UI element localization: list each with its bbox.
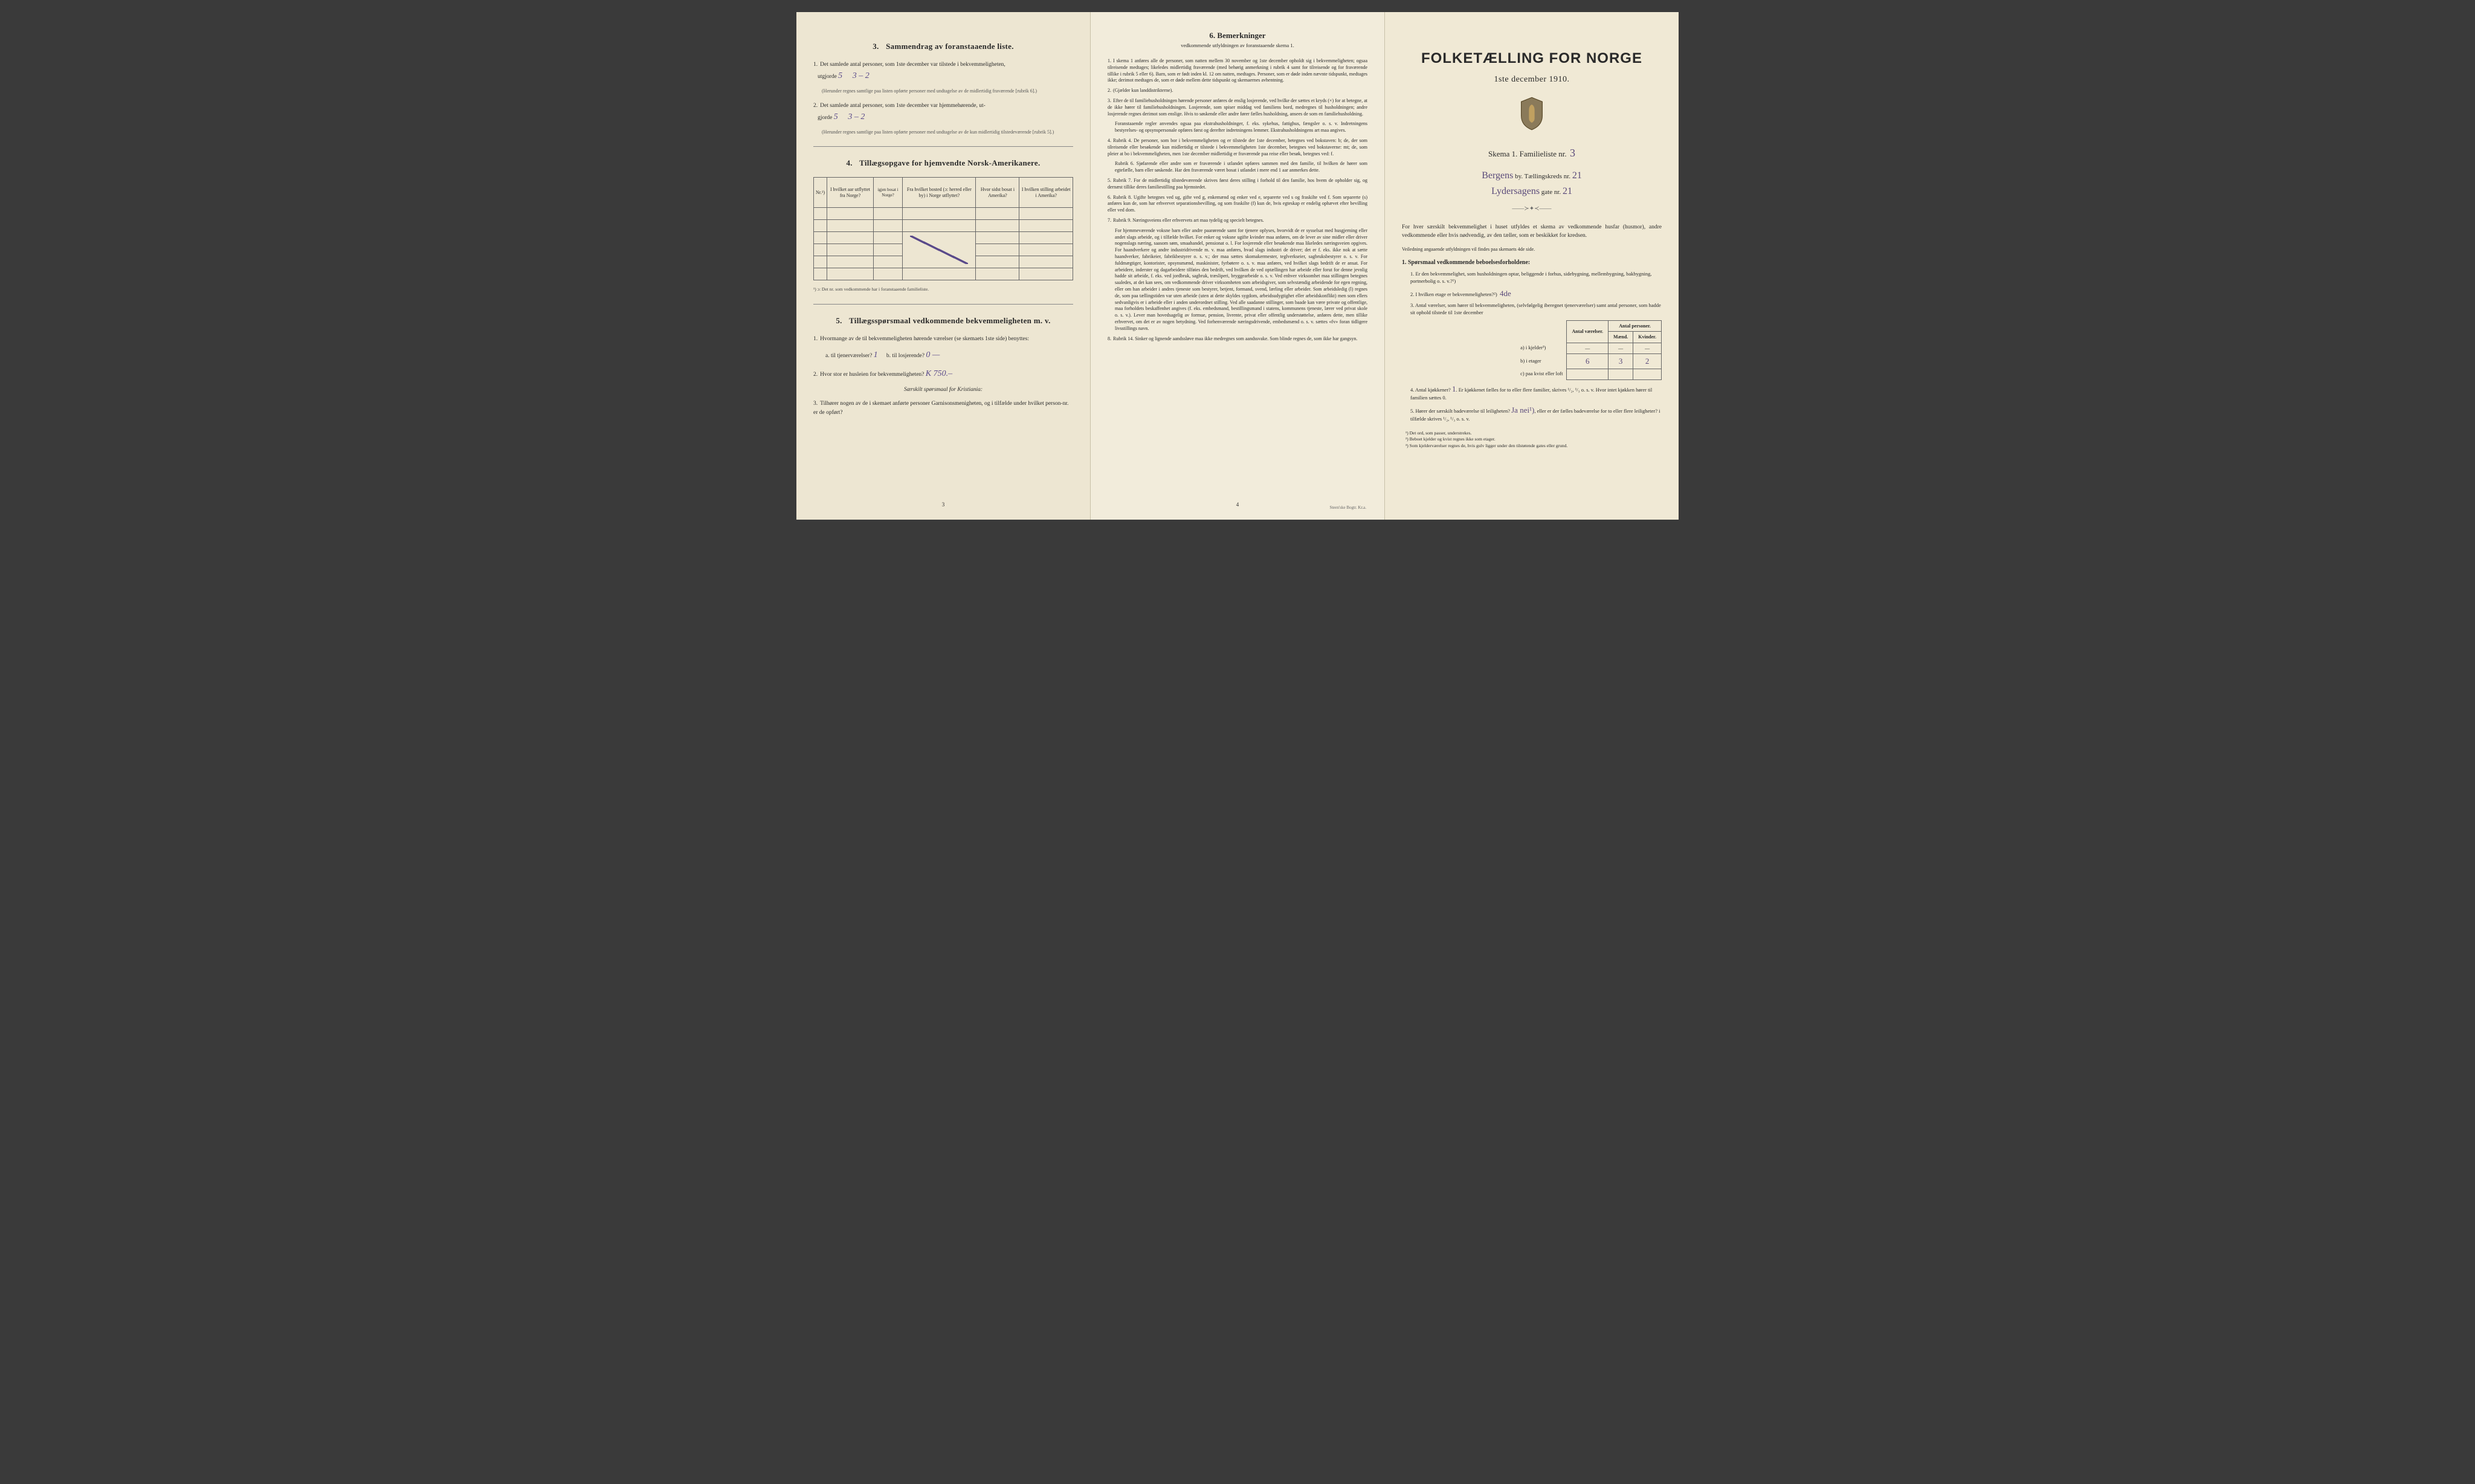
section-3-num: 3.: [873, 42, 879, 51]
printer-mark: Steen'ske Bogtr. Kr.a.: [1329, 505, 1366, 511]
section-6-title: 6. Bemerkninger: [1108, 30, 1367, 41]
familieliste-nr: 3: [1570, 147, 1575, 159]
rooms-val: 6: [1586, 356, 1590, 366]
s3-item1: 1.Det samlede antal personer, som 1ste d…: [813, 60, 1073, 83]
p3-q1-4: 4. Antal kjøkkener? 1. Er kjøkkenet fæll…: [1410, 384, 1662, 402]
s3-note1: (Herunder regnes samtlige paa listen opf…: [822, 88, 1073, 94]
census-date: 1ste december 1910.: [1402, 74, 1662, 86]
p3-footnotes: ¹) Det ord, som passer, understrekes. ²)…: [1405, 430, 1662, 450]
p3-q1-1: 1. Er den bekvemmelighet, som husholdnin…: [1410, 271, 1662, 285]
p3-q1-2: 2. I hvilken etage er bekvemmeligheten?²…: [1410, 288, 1662, 299]
s5-q1: 1.Hvormange av de til bekvemmeligheten h…: [813, 335, 1073, 344]
page-number-2: 4: [1236, 501, 1239, 509]
city-line: Bergens by. Tællingskreds nr. 21: [1402, 169, 1662, 182]
section-3-title: 3. Sammendrag av foranstaaende liste.: [813, 41, 1073, 52]
p2-i3b: Foranstaaende regler anvendes ogsaa paa …: [1115, 121, 1367, 134]
skema-line: Skema 1. Familieliste nr. 3: [1402, 146, 1662, 161]
s3-val1: 5: [838, 71, 842, 80]
page-1: 3. Sammendrag av foranstaaende liste. 1.…: [796, 12, 1091, 520]
s4-footnote: ¹) ɔ: Det nr. som vedkommende har i fora…: [813, 286, 1073, 293]
ornament-icon: ――≻✦≺――: [1402, 205, 1662, 213]
s3-item2: 2.Det samlede antal personer, som 1ste d…: [813, 102, 1073, 124]
p3-q1-5: 5. Hører der særskilt badeværelse til le…: [1410, 405, 1662, 423]
p2-i7b: For hjemmeværende voksne barn eller andr…: [1115, 228, 1367, 332]
s5-q2: 2.Hvor stor er husleien for bekvemmeligh…: [813, 367, 1073, 381]
rooms-table: Antal værelser. Antal personer. Mænd. Kv…: [1515, 320, 1662, 380]
s3-val1b: 3 – 2: [853, 71, 870, 80]
gate-nr: 21: [1563, 186, 1572, 196]
p2-i4b: Rubrik 6. Sjøfarende eller andre som er …: [1115, 161, 1367, 174]
p3-intro: For hver særskilt bekvemmelighet i huset…: [1402, 223, 1662, 240]
emigrant-table: Nr.¹) I hvilket aar utflyttet fra Norge?…: [813, 177, 1073, 280]
p3-q1-title: 1. Spørsmaal vedkommende beboelsesforhol…: [1402, 259, 1662, 267]
p2-i1: 1.I skema 1 anføres alle de personer, so…: [1108, 58, 1367, 84]
p2-i7: 7.Rubrik 9. Næringsveiens eller erhverve…: [1108, 218, 1367, 224]
census-document: 3. Sammendrag av foranstaaende liste. 1.…: [796, 12, 1679, 520]
divider2: [813, 304, 1073, 305]
section-4-title: 4. Tillægsopgave for hjemvendte Norsk-Am…: [813, 158, 1073, 169]
diagonal-mark: [903, 232, 976, 268]
p3-q1-3: 3. Antal værelser, som hører til bekvemm…: [1410, 302, 1662, 317]
p2-i4: 4.Rubrik 4. De personer, som bor i bekve…: [1108, 138, 1367, 157]
page-3: FOLKETÆLLING FOR NORGE 1ste december 191…: [1385, 12, 1679, 520]
s5-kristiania: Særskilt spørsmaal for Kristiania:: [813, 386, 1073, 395]
coat-of-arms-icon: [1402, 96, 1662, 134]
kreds-nr: 21: [1572, 170, 1582, 181]
s5-q1ab: a. til tjenerværelser? 1 b. til losjeren…: [825, 349, 1073, 362]
s3-val2b: 3 – 2: [848, 112, 865, 121]
p3-intro-small: Veiledning angaaende utfyldningen vil fi…: [1402, 246, 1662, 253]
men-val: 3: [1619, 356, 1623, 366]
section-6-sub: vedkommende utfyldningen av foranstaaend…: [1108, 42, 1367, 50]
main-title: FOLKETÆLLING FOR NORGE: [1402, 48, 1662, 69]
s3-note2: (Herunder regnes samtlige paa listen opf…: [822, 129, 1073, 135]
s5-q3: 3.Tilhører nogen av de i skemaet anførte…: [813, 399, 1073, 418]
page-number-1: 3: [942, 501, 945, 509]
section-5-title: 5. Tillægsspørsmaal vedkommende bekvemme…: [813, 315, 1073, 326]
s3-val2: 5: [834, 112, 838, 121]
street-line: Lydersagens gate nr. 21: [1402, 185, 1662, 198]
section-3-text: Sammendrag av foranstaaende liste.: [886, 42, 1014, 51]
p2-i2: 2.(Gjælder kun landdistrikterne).: [1108, 88, 1367, 94]
divider: [813, 146, 1073, 147]
p2-i3: 3.Efter de til familiehusholdningen høre…: [1108, 98, 1367, 117]
p2-i6: 6.Rubrik 8. Ugifte betegnes ved ug, gift…: [1108, 195, 1367, 214]
women-val: 2: [1645, 356, 1650, 366]
p2-i8: 8.Rubrik 14. Sinker og lignende aandsslø…: [1108, 336, 1367, 343]
p2-i5: 5.Rubrik 7. For de midlertidig tilstedev…: [1108, 178, 1367, 191]
page-2: 6. Bemerkninger vedkommende utfyldningen…: [1091, 12, 1385, 520]
